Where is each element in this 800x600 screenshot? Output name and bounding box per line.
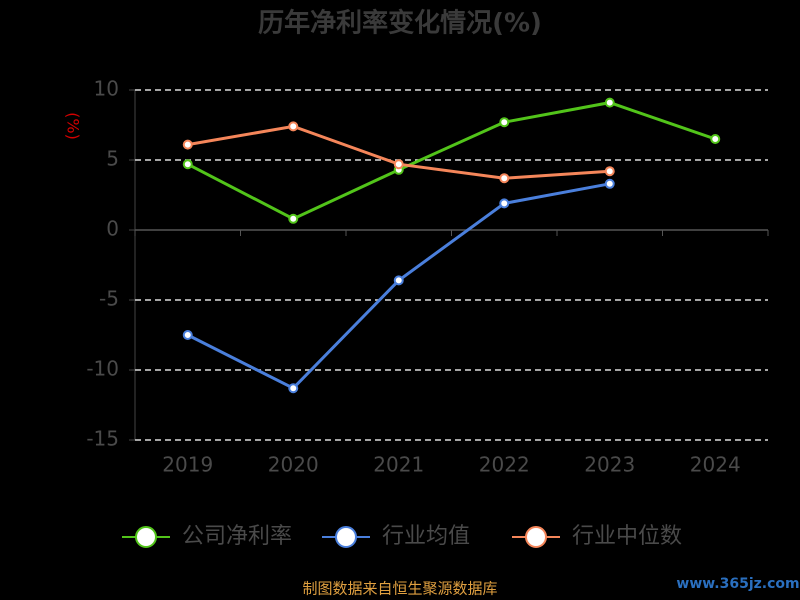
legend-label: 行业均值 xyxy=(382,524,470,549)
y-tick-label: 5 xyxy=(106,147,119,171)
data-point xyxy=(499,173,510,184)
data-point xyxy=(182,330,193,340)
data-point xyxy=(182,159,193,170)
legend-marker xyxy=(525,526,547,548)
y-tick-label: -10 xyxy=(86,357,119,381)
data-point xyxy=(499,117,510,128)
x-tick-label: 2021 xyxy=(373,453,424,477)
data-point xyxy=(393,275,404,286)
legend-marker xyxy=(135,526,157,548)
x-tick-label: 2022 xyxy=(479,453,530,477)
data-point xyxy=(288,213,299,224)
data-point xyxy=(288,121,299,132)
data-point xyxy=(182,139,193,150)
series-line xyxy=(187,101,716,221)
y-tick-label: -5 xyxy=(99,287,119,311)
data-point xyxy=(499,198,510,209)
y-tick-label: 10 xyxy=(94,77,119,101)
y-tick-label: 0 xyxy=(106,217,119,241)
legend-label: 行业中位数 xyxy=(572,524,682,549)
y-tick-label: -15 xyxy=(86,427,119,451)
x-tick-label: 2023 xyxy=(584,453,635,477)
watermark: www.365jz.com xyxy=(676,576,799,592)
x-tick-label: 2020 xyxy=(268,453,319,477)
data-point xyxy=(710,134,721,144)
series-line xyxy=(187,182,611,391)
data-point xyxy=(604,178,615,189)
data-point xyxy=(604,97,615,108)
chart-title: 历年净利率变化情况(%) xyxy=(258,8,542,39)
data-point xyxy=(604,166,615,177)
legend-marker xyxy=(335,526,357,548)
data-point xyxy=(288,383,299,394)
x-tick-label: 2024 xyxy=(690,453,741,477)
legend-label: 公司净利率 xyxy=(182,524,292,549)
data-point xyxy=(393,159,404,170)
source-note: 制图数据来自恒生聚源数据库 xyxy=(302,580,497,598)
y-axis-label: (%) xyxy=(64,112,83,140)
x-tick-label: 2019 xyxy=(162,453,213,477)
